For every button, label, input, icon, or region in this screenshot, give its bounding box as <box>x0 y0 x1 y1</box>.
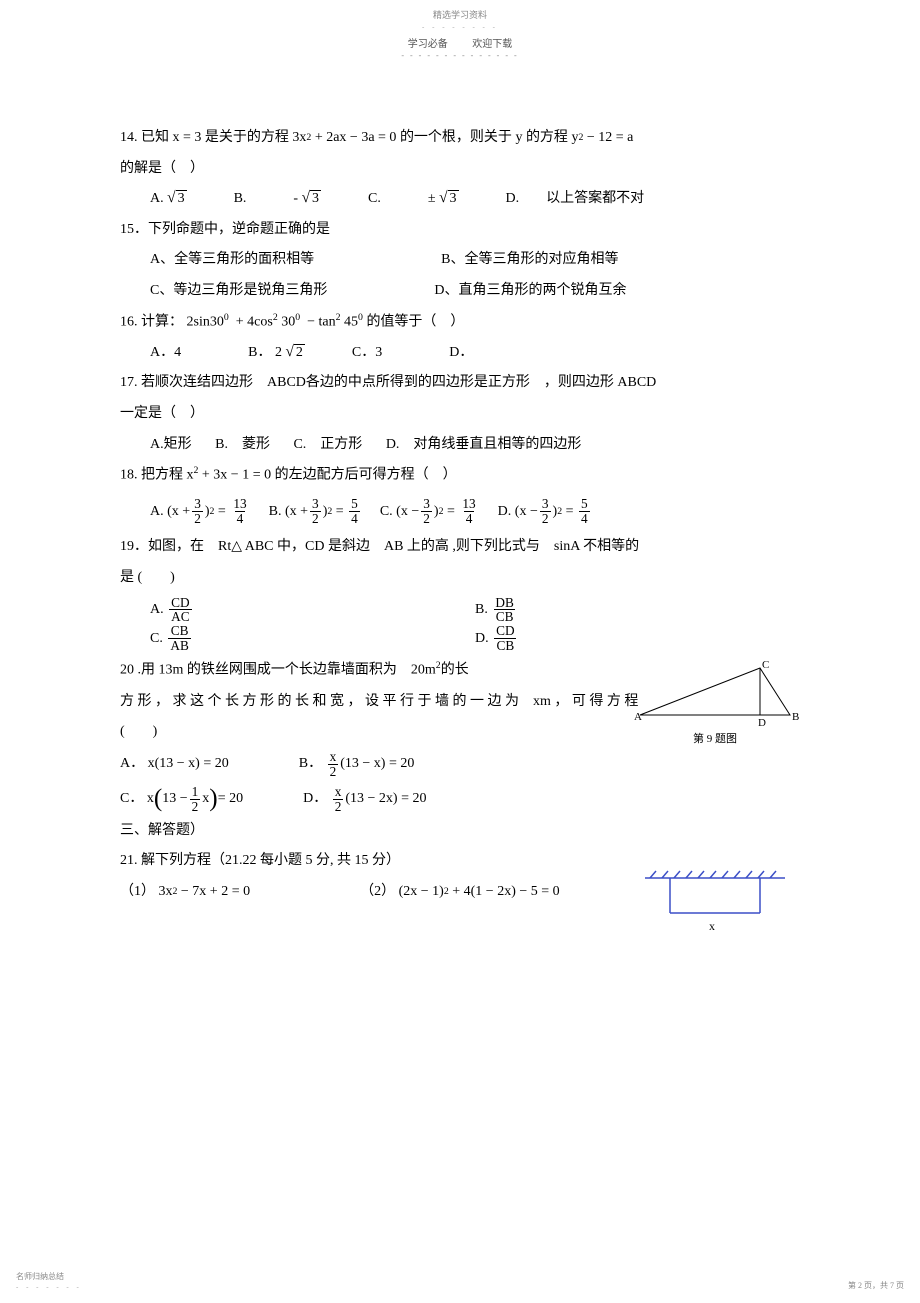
q16-opts: A．4 B． 2 √2 C．3 D． <box>120 340 800 367</box>
q16-B-label: B． <box>248 345 271 360</box>
q16-B-val: √2 <box>285 344 304 360</box>
content: 14. 已知 x = 3 是关于的方程 3x2 + 2ax − 3a = 0 的… <box>120 61 800 905</box>
header-dots: - - - - - - - - <box>422 23 498 31</box>
q19-A: A. CDAC <box>150 596 194 625</box>
q15-C: C、等边三角形是锐角三角形 <box>150 283 327 298</box>
q16-D: D． <box>449 345 473 360</box>
q15-A: A、全等三角形的面积相等 <box>150 252 314 267</box>
q14-B-label: B. <box>234 191 247 206</box>
q20-C: C． x ( 13 − 12 x ) = 20 <box>120 785 243 814</box>
wall-icon: x <box>640 868 790 938</box>
q18-pre: 18. 把方程 <box>120 468 183 483</box>
q14-eq1: x = 3 <box>173 130 202 145</box>
sub-left: 学习必备 <box>408 39 448 50</box>
q14-eq3: y2 − 12 = a <box>571 125 633 152</box>
q14-C-label: C. <box>368 191 381 206</box>
triangle-icon: A B C D <box>630 660 800 730</box>
q14-eq2: 3x2 + 2ax − 3a = 0 <box>292 125 396 152</box>
q15-row2: C、等边三角形是锐角三角形 D、直角三角形的两个锐角互余 <box>120 278 800 305</box>
footer-right: 第 2 页，共 7 页 <box>848 1280 904 1291</box>
q17-B: B. 菱形 <box>215 437 270 452</box>
q14-C-val: √3 <box>439 190 458 206</box>
q21-p1: （1） 3x2 − 7x + 2 = 0 <box>120 879 250 906</box>
top-header: 精选学习资料 - - - - - - - - <box>120 0 800 31</box>
sub-right: 欢迎下载 <box>472 39 512 50</box>
q20-row1: A． x(13 − x) = 20 B． x2 (13 − x) = 20 <box>120 750 800 779</box>
q14-A-val: √3 <box>167 190 186 206</box>
q19-D: D. CDCB <box>475 624 519 653</box>
fig-B: B <box>792 711 799 723</box>
wall-x: x <box>709 919 715 933</box>
q17-opts: A.矩形 B. 菱形 C. 正方形 D. 对角线垂直且相等的四边形 <box>120 432 800 459</box>
q18: 18. 把方程 x2 + 3x − 1 = 0 的左边配方后可得方程（ ） <box>120 462 800 489</box>
page: 精选学习资料 - - - - - - - - 学习必备 欢迎下载 - - - -… <box>0 0 920 1303</box>
footer-left: 名师归纳总结 - - - - - - - <box>16 1271 82 1291</box>
q19-B: B. DBCB <box>475 596 518 625</box>
q20-row2: C． x ( 13 − 12 x ) = 20 D． x2 (13 − 2x) … <box>120 785 800 814</box>
q19-line1: 19．如图，在 Rt△ ABC 中，CD 是斜边 AB 上的高 ,则下列比式与 … <box>120 534 800 561</box>
q15-row1: A、全等三角形的面积相等 B、全等三角形的对应角相等 <box>120 247 800 274</box>
q18-D: D. (x − 32 )2 = 54 <box>498 497 592 526</box>
q18-tail: 的左边配方后可得方程（ ） <box>275 468 457 483</box>
header-top: 精选学习资料 <box>433 10 487 20</box>
q17-line2: 一定是（ ） <box>120 401 800 428</box>
q18-A: A. (x + 32 )2 = 134 <box>150 497 251 526</box>
q18-opts: A. (x + 32 )2 = 134 B. (x + 32 )2 = 54 C… <box>120 497 592 526</box>
q20-A: A． x(13 − x) = 20 <box>120 751 229 778</box>
q19-figure: A B C D 第 9 题图 <box>630 660 800 746</box>
q16-C: C．3 <box>352 345 382 360</box>
q18-C: C. (x − 32 )2 = 134 <box>380 497 480 526</box>
q21-p2: （2） (2x − 1)2 + 4(1 − 2x) − 5 = 0 <box>360 879 560 906</box>
q14-tail: 的解是（ ） <box>120 156 800 183</box>
q20-D: D． x2 (13 − 2x) = 20 <box>303 785 426 814</box>
q17-A: A.矩形 <box>150 437 192 452</box>
sub-header: 学习必备 欢迎下载 - - - - - - - - - - - - - - <box>120 35 800 61</box>
q14-mid2: 的一个根，则关于 <box>400 130 512 145</box>
q14-D-text: 以上答案都不对 <box>546 191 644 206</box>
fig-C: C <box>762 660 769 671</box>
section3: 三、解答题） <box>120 818 800 845</box>
q15-B: B、全等三角形的对应角相等 <box>441 252 618 267</box>
fig-A: A <box>634 711 642 723</box>
q14-ytext: y 的方程 <box>515 130 568 145</box>
q17-D: D. 对角线垂直且相等的四边形 <box>386 437 582 452</box>
q19-caption: 第 9 题图 <box>630 730 800 746</box>
q20-B: B． x2 (13 − x) = 20 <box>299 750 415 779</box>
q19-line2: 是 ( ) <box>120 565 800 592</box>
q15-line1: 15．下列命题中，逆命题正确的是 <box>120 217 800 244</box>
q17-line1: 17. 若顺次连结四边形 ABCD各边的中点所得到的四边形是正方形 ，则四边形 … <box>120 370 800 397</box>
q14-D-label: D. <box>506 191 520 206</box>
q16-A: A．4 <box>150 345 181 360</box>
q14-mid1: 是关于的方程 <box>205 130 289 145</box>
q19-C: C. CBAB <box>150 624 193 653</box>
q14-pre: 14. 已知 <box>120 130 169 145</box>
q15-D: D、直角三角形的两个锐角互余 <box>434 283 626 298</box>
q16: 16. 计算： 2sin300 + 4cos2 300 − tan2 450 的… <box>120 309 800 336</box>
q19-opts: A. CDAC C. CBAB B. DBCB D. CDCB <box>120 596 800 654</box>
q16-pre: 16. 计算： <box>120 314 183 329</box>
q14: 14. 已知 x = 3 是关于的方程 3x2 + 2ax − 3a = 0 的… <box>120 125 800 152</box>
q20-figure: x <box>640 868 790 943</box>
q14-opts: A. √3 B. - √3 C. ± √3 D. 以上答案都不对 <box>120 186 800 213</box>
dash-line: - - - - - - - - - - - - - - <box>401 51 518 60</box>
q14-B-val: √3 <box>302 190 321 206</box>
q18-B: B. (x + 32 )2 = 54 <box>269 497 362 526</box>
q17-C: C. 正方形 <box>293 437 362 452</box>
q14-A-label: A. <box>150 191 164 206</box>
fig-D: D <box>758 717 766 729</box>
q16-tail: 的值等于（ ） <box>366 314 464 329</box>
